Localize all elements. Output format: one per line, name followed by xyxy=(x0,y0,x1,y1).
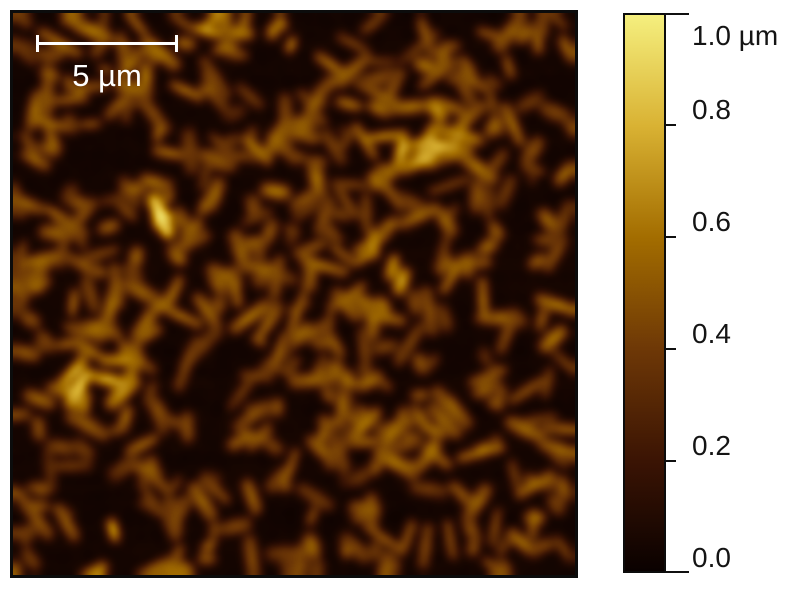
colorbar-tick xyxy=(665,124,676,126)
colorbar-tick xyxy=(665,236,676,238)
afm-height-map-canvas xyxy=(13,13,575,575)
colorbar-tick-label: 0.0 xyxy=(692,542,731,573)
colorbar-tick xyxy=(665,571,689,573)
colorbar-tick xyxy=(665,13,689,15)
colorbar-tick-label: 0.6 xyxy=(692,206,731,237)
scale-bar-left-cap xyxy=(36,35,39,52)
colorbar-ticks xyxy=(665,13,695,575)
colorbar-tick-label: 0.2 xyxy=(692,430,731,461)
colorbar-tick-label: 0.4 xyxy=(692,318,731,349)
colorbar-labels: 1.0 µm 0.8 0.6 0.4 0.2 0.0 xyxy=(692,13,797,575)
afm-topography-image: 5 µm xyxy=(10,10,578,578)
colorbar-tick xyxy=(665,348,676,350)
colorbar-tick-label: 1.0 µm xyxy=(692,20,779,51)
scale-bar-line xyxy=(37,42,177,45)
colorbar-gradient xyxy=(623,13,666,573)
scale-bar-label: 5 µm xyxy=(72,58,142,93)
colorbar-tick xyxy=(665,460,676,462)
colorbar-tick-label: 0.8 xyxy=(692,94,731,125)
scale-bar-right-cap xyxy=(175,35,178,52)
